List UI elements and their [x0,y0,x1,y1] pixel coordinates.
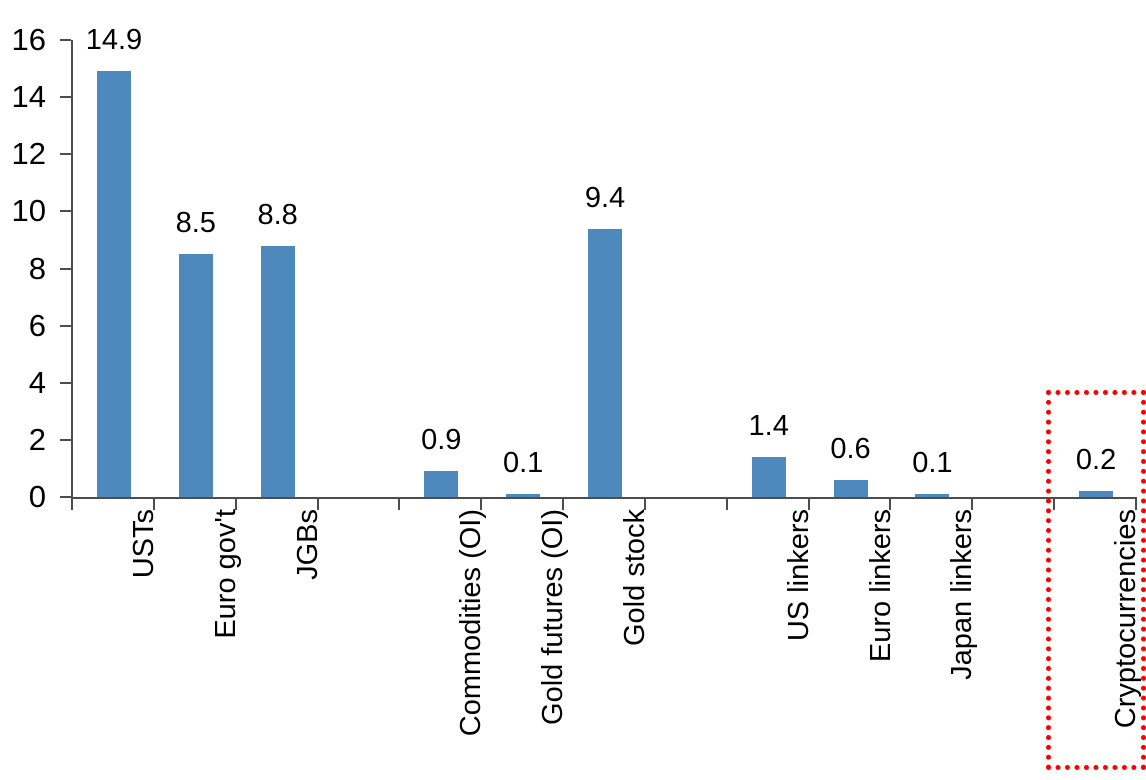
x-axis-tick [562,499,565,510]
y-axis-tick [60,210,71,213]
y-axis-line [71,40,73,499]
y-axis-tick [60,39,71,41]
y-axis-tick-label: 12 [11,136,46,172]
y-axis-tick [60,496,71,498]
bar-gold-stock [588,228,622,497]
y-axis-tick [60,267,71,270]
category-label: US linkers [782,509,815,642]
y-axis-tick [60,96,71,99]
y-axis-tick [60,153,71,156]
y-axis-tick-label: 4 [28,364,46,400]
x-axis-tick [398,499,401,510]
x-axis-tick [316,499,319,510]
bar-usts [96,71,131,497]
bar-value-label: 8.5 [175,207,216,240]
bar-value-label: 0.9 [421,424,462,457]
bar-cryptocurrencies [1079,491,1114,497]
x-axis-tick [807,499,810,510]
x-axis-tick [152,499,155,510]
bar-japan-linkers [915,494,950,497]
bar-jgbs [260,245,295,497]
x-axis-tick [889,499,892,510]
y-axis-tick [60,381,71,384]
category-label: Gold futures (OI) [537,509,570,725]
bar-value-label: 0.1 [912,447,953,480]
x-axis-tick [234,499,237,510]
bar-value-label: 8.8 [257,198,298,231]
category-label: JGBs [291,509,324,580]
y-axis-tick-label: 10 [11,193,46,229]
bar-euro-gov-t [178,254,213,497]
category-label: USTs [127,509,160,579]
x-axis-tick [1053,499,1056,510]
x-axis-tick [643,499,646,510]
y-axis-tick-label: 6 [28,307,46,343]
bar-value-label: 0.1 [502,447,544,480]
bar-euro-linkers [833,479,868,497]
category-label: Gold stock [619,509,651,646]
x-axis-tick [480,499,483,510]
bar-value-label: 0.2 [1075,444,1117,477]
category-label: Euro gov't [209,509,242,639]
y-axis-tick-label: 2 [28,421,46,457]
y-axis-tick-label: 14 [11,79,46,115]
y-axis-tick-label: 8 [28,250,46,286]
bar-us-linkers [751,457,786,497]
highlight-box [1046,390,1146,770]
bar-value-label: 9.4 [584,181,626,214]
y-axis-tick-label: 0 [28,479,46,514]
bar-value-label: 0.6 [830,432,871,465]
y-axis-tick [60,438,71,441]
x-axis-tick [71,499,73,510]
x-axis-tick [725,499,728,510]
category-label: Commodities (OI) [455,509,488,737]
bar-gold-futures-oi- [506,494,541,497]
category-label: Japan linkers [946,509,979,680]
x-axis-tick [971,499,974,510]
bar-value-label: 14.9 [85,24,143,57]
bar-commodities-oi- [424,471,459,497]
y-axis-tick [60,324,71,327]
bar-value-label: 1.4 [748,410,789,442]
x-axis-tick [1135,499,1137,510]
category-label: Euro linkers [864,509,897,663]
y-axis-tick-label: 16 [11,22,46,57]
x-axis-line [71,497,1137,499]
